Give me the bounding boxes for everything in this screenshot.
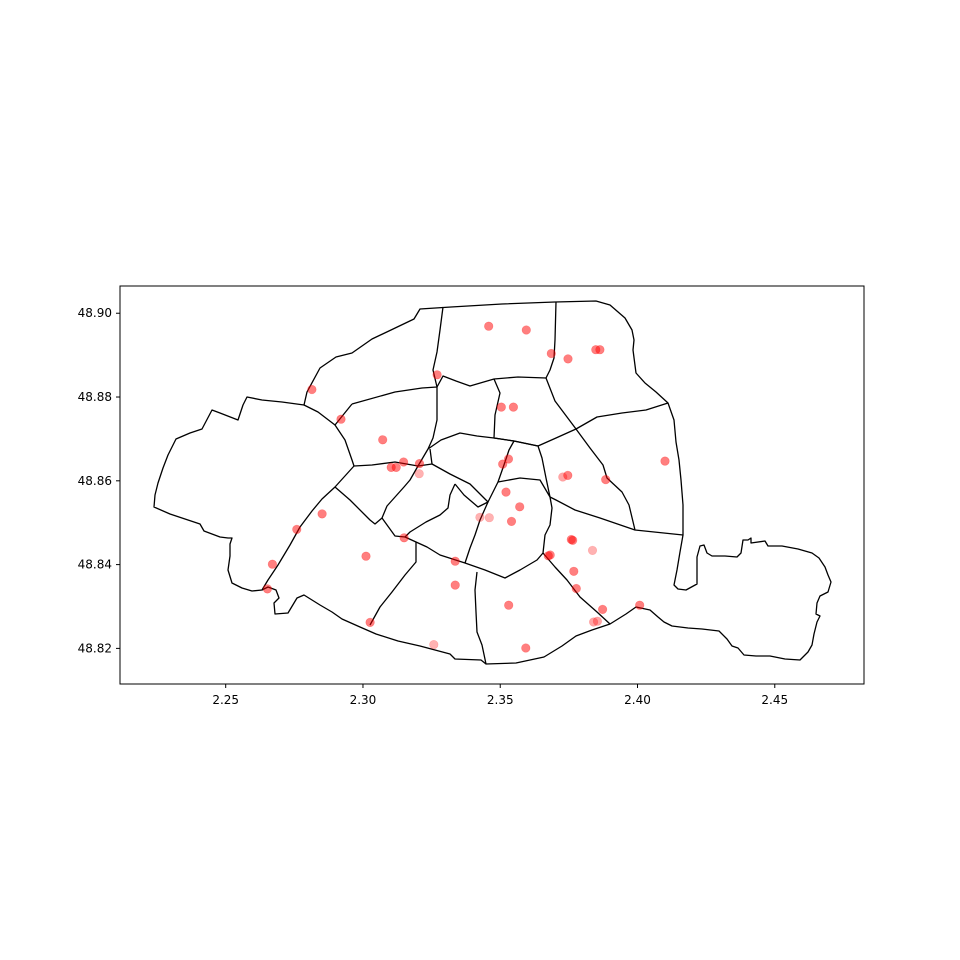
location-point bbox=[592, 616, 603, 626]
location-points bbox=[262, 321, 670, 653]
location-point bbox=[563, 354, 573, 364]
location-point bbox=[660, 456, 670, 466]
location-point bbox=[336, 414, 346, 424]
location-point bbox=[317, 509, 327, 519]
location-point bbox=[292, 524, 302, 535]
location-point bbox=[521, 643, 531, 653]
district-border bbox=[497, 477, 553, 554]
y-axis: 48.82 48.84 48.86 48.88 48.90 bbox=[78, 306, 120, 655]
location-point bbox=[569, 566, 579, 576]
district-border bbox=[404, 483, 544, 579]
location-point bbox=[571, 583, 581, 594]
y-tick-label: 48.90 bbox=[78, 306, 112, 320]
district-border bbox=[549, 496, 636, 531]
x-tick-label: 2.25 bbox=[212, 693, 239, 707]
location-point bbox=[558, 472, 568, 482]
location-point bbox=[591, 345, 601, 355]
district-border bbox=[334, 424, 429, 467]
x-tick-label: 2.45 bbox=[761, 693, 788, 707]
location-point bbox=[429, 639, 439, 650]
arrondissement-boundaries bbox=[153, 300, 832, 665]
district-border bbox=[545, 377, 684, 536]
location-point bbox=[563, 470, 573, 481]
location-point bbox=[267, 559, 278, 569]
city-outline bbox=[153, 300, 832, 665]
district-border bbox=[454, 483, 489, 564]
axes-frame bbox=[119, 285, 865, 685]
location-point bbox=[414, 469, 424, 479]
location-point bbox=[484, 513, 494, 523]
location-point bbox=[475, 512, 485, 522]
location-point bbox=[361, 551, 371, 561]
location-point bbox=[450, 556, 460, 566]
location-point bbox=[503, 454, 514, 464]
location-point bbox=[496, 402, 506, 412]
y-tick-label: 48.86 bbox=[78, 474, 112, 488]
axes-border bbox=[119, 285, 865, 685]
location-point bbox=[391, 462, 401, 473]
x-tick-label: 2.30 bbox=[350, 693, 377, 707]
district-border bbox=[351, 301, 557, 405]
location-point bbox=[501, 487, 511, 497]
x-tick-label: 2.40 bbox=[624, 693, 651, 707]
location-point bbox=[543, 551, 553, 561]
location-point bbox=[568, 535, 578, 545]
location-point bbox=[498, 459, 508, 469]
location-point bbox=[414, 459, 425, 469]
location-point bbox=[504, 600, 514, 610]
x-tick-label: 2.35 bbox=[487, 693, 514, 707]
location-point bbox=[262, 584, 273, 594]
location-point bbox=[597, 604, 608, 615]
y-tick-label: 48.88 bbox=[78, 390, 112, 404]
location-point bbox=[508, 402, 519, 412]
district-border bbox=[303, 403, 353, 426]
location-point bbox=[521, 325, 531, 335]
location-point bbox=[515, 502, 525, 512]
location-point bbox=[307, 384, 317, 395]
location-point bbox=[588, 617, 599, 627]
location-point bbox=[484, 321, 494, 331]
location-point bbox=[432, 370, 442, 380]
location-point bbox=[601, 475, 611, 485]
location-point bbox=[399, 533, 409, 543]
x-axis: 2.25 2.30 2.35 2.40 2.45 bbox=[212, 684, 788, 707]
location-point bbox=[587, 545, 598, 556]
district-border bbox=[474, 571, 487, 665]
district-border bbox=[261, 486, 336, 591]
location-point bbox=[450, 580, 460, 590]
location-point bbox=[399, 457, 409, 467]
location-point bbox=[378, 435, 388, 445]
location-point bbox=[365, 617, 375, 628]
y-tick-label: 48.84 bbox=[78, 558, 112, 572]
location-point bbox=[635, 600, 645, 610]
district-border bbox=[369, 542, 417, 626]
location-point bbox=[506, 516, 517, 527]
location-point bbox=[546, 348, 556, 359]
district-border bbox=[431, 440, 515, 503]
y-tick-label: 48.82 bbox=[78, 641, 112, 655]
